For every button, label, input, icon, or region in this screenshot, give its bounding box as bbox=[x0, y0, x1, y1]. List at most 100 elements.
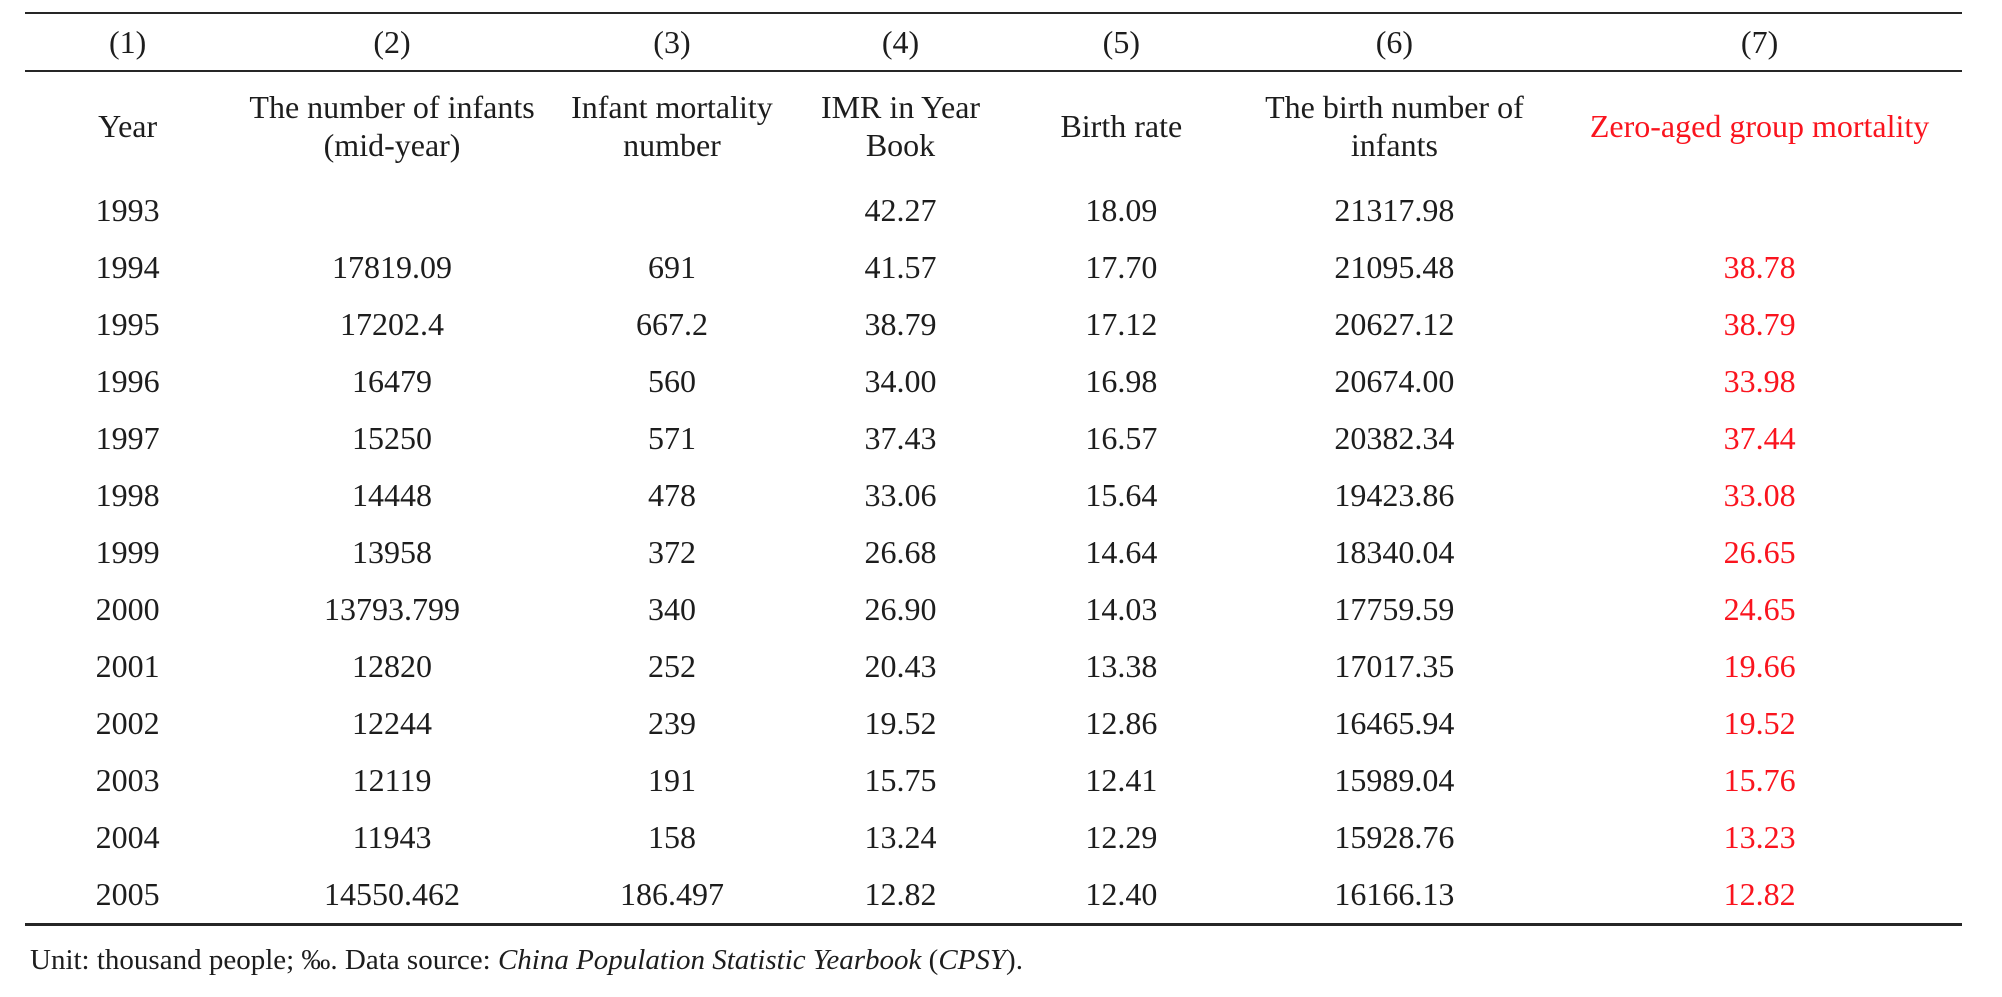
column-number-4: (4) bbox=[790, 13, 1011, 72]
birth-rate-cell: 12.41 bbox=[1085, 762, 1158, 798]
birth-number-cell: 20382.34 bbox=[1334, 420, 1455, 456]
zero-aged-mortality-cell: 15.76 bbox=[1723, 762, 1796, 798]
year-cell: 2001 bbox=[95, 648, 160, 684]
infants-number-cell: 15250 bbox=[352, 420, 433, 456]
birth-number-cell: 20627.12 bbox=[1334, 306, 1455, 342]
infant-mortality-number-cell bbox=[554, 182, 790, 239]
infant-mortality-number-cell: 571 bbox=[647, 420, 696, 456]
year-cell: 2000 bbox=[95, 591, 160, 627]
infant-mortality-number-cell: 478 bbox=[647, 477, 696, 513]
year-cell: 2004 bbox=[95, 819, 160, 855]
imr-yearbook-cell: 20.43 bbox=[864, 648, 937, 684]
infant-mortality-number-cell: 560 bbox=[647, 363, 696, 399]
birth-number-cell: 20674.00 bbox=[1334, 363, 1455, 399]
infant-mortality-table: (1) (2) (3) (4) (5) (6) (7) Year The num… bbox=[25, 12, 1962, 926]
table-footnote: Unit: thousand people; ‰. Data source: C… bbox=[30, 944, 1023, 977]
infants-number-cell: 13793.799 bbox=[324, 591, 461, 627]
infant-mortality-number-cell: 372 bbox=[647, 534, 696, 570]
zero-aged-mortality-cell: 26.65 bbox=[1723, 534, 1796, 570]
zero-aged-mortality-cell: 12.82 bbox=[1723, 876, 1796, 912]
birth-rate-cell: 18.09 bbox=[1085, 192, 1158, 228]
year-cell: 1994 bbox=[95, 249, 160, 285]
imr-yearbook-cell: 42.27 bbox=[864, 192, 937, 228]
table-row: 2004 11943 158 13.24 12.29 15928.76 13.2… bbox=[25, 809, 1962, 866]
zero-aged-mortality-cell: 24.65 bbox=[1723, 591, 1796, 627]
zero-aged-mortality-cell: 13.23 bbox=[1723, 819, 1796, 855]
infants-number-cell: 11943 bbox=[352, 819, 432, 855]
infants-number-cell: 17202.4 bbox=[340, 306, 445, 342]
year-cell: 1996 bbox=[95, 363, 160, 399]
zero-aged-mortality-cell: 33.98 bbox=[1723, 363, 1796, 399]
zero-aged-mortality-cell bbox=[1557, 182, 1962, 239]
infants-number-cell bbox=[230, 182, 553, 239]
birth-rate-cell: 17.70 bbox=[1085, 249, 1158, 285]
header-imr-in-yearbook: IMR in Year Book bbox=[820, 89, 981, 163]
header-zero-aged-group-mortality: Zero-aged group mortality bbox=[1589, 108, 1930, 145]
zero-aged-mortality-cell: 38.79 bbox=[1723, 306, 1796, 342]
birth-number-cell: 19423.86 bbox=[1334, 477, 1455, 513]
year-cell: 2005 bbox=[95, 876, 160, 912]
infant-mortality-number-cell: 191 bbox=[647, 762, 696, 798]
infants-number-cell: 12244 bbox=[352, 705, 433, 741]
table-row: 1993 42.27 18.09 21317.98 bbox=[25, 182, 1962, 239]
birth-number-cell: 16465.94 bbox=[1334, 705, 1455, 741]
header-birth-rate: Birth rate bbox=[1060, 108, 1183, 145]
table-row: 1996 16479 560 34.00 16.98 20674.00 33.9… bbox=[25, 353, 1962, 410]
footnote-unit-text: Unit: thousand people; ‰. Data source: bbox=[30, 944, 498, 976]
imr-yearbook-cell: 15.75 bbox=[864, 762, 937, 798]
column-numbers-row: (1) (2) (3) (4) (5) (6) (7) bbox=[25, 13, 1962, 72]
year-cell: 1998 bbox=[95, 477, 160, 513]
table-body: 1993 42.27 18.09 21317.98 1994 17819.09 … bbox=[25, 182, 1962, 925]
infant-mortality-number-cell: 691 bbox=[647, 249, 696, 285]
infants-number-cell: 14448 bbox=[352, 477, 433, 513]
imr-yearbook-cell: 26.90 bbox=[864, 591, 937, 627]
column-number-6: (6) bbox=[1231, 13, 1558, 72]
infants-number-cell: 13958 bbox=[352, 534, 433, 570]
birth-rate-cell: 15.64 bbox=[1085, 477, 1158, 513]
birth-rate-cell: 14.64 bbox=[1085, 534, 1158, 570]
table-row: 2003 12119 191 15.75 12.41 15989.04 15.7… bbox=[25, 752, 1962, 809]
imr-yearbook-cell: 26.68 bbox=[864, 534, 937, 570]
header-year: Year bbox=[98, 108, 158, 145]
birth-rate-cell: 13.38 bbox=[1085, 648, 1158, 684]
imr-yearbook-cell: 12.82 bbox=[864, 876, 937, 912]
imr-yearbook-cell: 38.79 bbox=[864, 306, 937, 342]
infant-mortality-number-cell: 252 bbox=[647, 648, 696, 684]
birth-rate-cell: 12.86 bbox=[1085, 705, 1158, 741]
table-row: 2002 12244 239 19.52 12.86 16465.94 19.5… bbox=[25, 695, 1962, 752]
imr-yearbook-cell: 13.24 bbox=[864, 819, 937, 855]
imr-yearbook-cell: 34.00 bbox=[864, 363, 937, 399]
birth-rate-cell: 12.29 bbox=[1085, 819, 1158, 855]
header-infant-mortality-number: Infant mortality number bbox=[571, 89, 773, 163]
footnote-source-abbr: CPSY bbox=[938, 944, 1007, 976]
footnote-close-paren: ). bbox=[1006, 944, 1023, 976]
imr-yearbook-cell: 41.57 bbox=[864, 249, 937, 285]
birth-number-cell: 17759.59 bbox=[1334, 591, 1455, 627]
table-row: 2000 13793.799 340 26.90 14.03 17759.59 … bbox=[25, 581, 1962, 638]
birth-rate-cell: 16.98 bbox=[1085, 363, 1158, 399]
imr-yearbook-cell: 19.52 bbox=[864, 705, 937, 741]
infant-mortality-number-cell: 340 bbox=[647, 591, 696, 627]
imr-yearbook-cell: 33.06 bbox=[864, 477, 937, 513]
column-number-7: (7) bbox=[1557, 13, 1962, 72]
table-row: 1998 14448 478 33.06 15.64 19423.86 33.0… bbox=[25, 467, 1962, 524]
year-cell: 1995 bbox=[95, 306, 160, 342]
zero-aged-mortality-cell: 19.52 bbox=[1723, 705, 1796, 741]
zero-aged-mortality-cell: 38.78 bbox=[1723, 249, 1796, 285]
year-cell: 1993 bbox=[95, 192, 160, 228]
infant-mortality-number-cell: 667.2 bbox=[635, 306, 708, 342]
birth-rate-cell: 17.12 bbox=[1085, 306, 1158, 342]
table-row: 2001 12820 252 20.43 13.38 17017.35 19.6… bbox=[25, 638, 1962, 695]
year-cell: 1997 bbox=[95, 420, 160, 456]
table-row: 1997 15250 571 37.43 16.57 20382.34 37.4… bbox=[25, 410, 1962, 467]
infants-number-cell: 16479 bbox=[352, 363, 433, 399]
column-number-1: (1) bbox=[25, 13, 231, 72]
year-cell: 2003 bbox=[95, 762, 160, 798]
birth-number-cell: 21095.48 bbox=[1334, 249, 1455, 285]
infants-number-cell: 17819.09 bbox=[332, 249, 453, 285]
header-number-of-infants: The number of infants (mid-year) bbox=[249, 89, 535, 163]
infant-mortality-number-cell: 186.497 bbox=[619, 876, 724, 912]
column-number-5: (5) bbox=[1010, 13, 1232, 72]
birth-number-cell: 15989.04 bbox=[1334, 762, 1455, 798]
